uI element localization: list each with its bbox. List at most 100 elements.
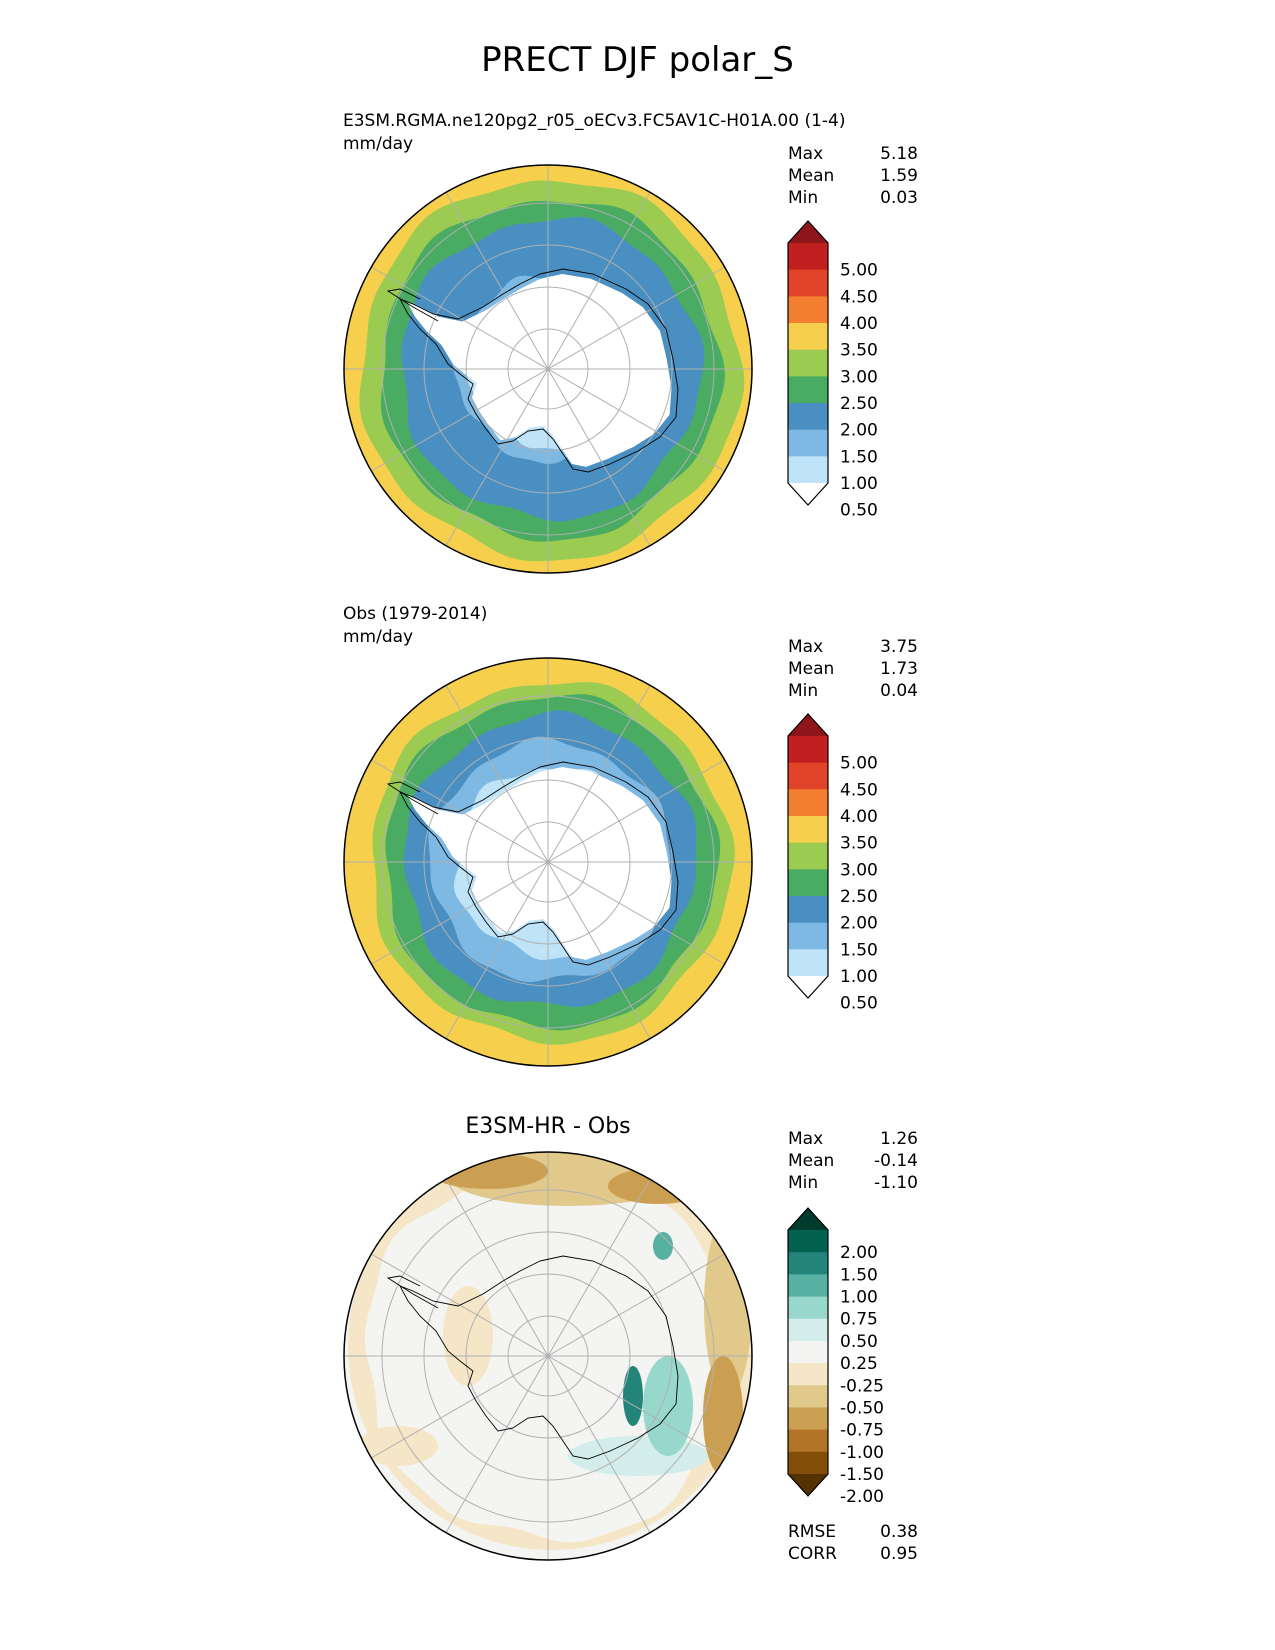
diff-patch bbox=[348, 1232, 368, 1260]
colorbar-tick-label: 3.50 bbox=[840, 834, 878, 854]
stat-value: 0.04 bbox=[880, 681, 918, 701]
colorbar-segment bbox=[788, 816, 828, 844]
figure-title: PRECT DJF polar_S bbox=[481, 40, 794, 80]
colorbar-tick-label: 1.00 bbox=[840, 474, 878, 494]
colorbar-tick-label: -1.50 bbox=[840, 1465, 884, 1485]
diff-patch bbox=[703, 1356, 743, 1476]
colorbar-tick-label: 0.50 bbox=[840, 994, 878, 1014]
colorbar-extend-max bbox=[788, 221, 828, 243]
stat-value: -0.14 bbox=[874, 1151, 918, 1171]
stat-value: 1.73 bbox=[880, 659, 918, 679]
metric-value: 0.38 bbox=[880, 1522, 918, 1542]
colorbar-segment bbox=[788, 403, 828, 431]
colorbar-segment bbox=[788, 456, 828, 484]
colorbar-tick-label: -1.00 bbox=[840, 1443, 884, 1463]
stat-value: 1.59 bbox=[880, 166, 918, 186]
colorbar-segment bbox=[788, 269, 828, 297]
colorbar-tick-label: 3.00 bbox=[840, 860, 878, 880]
colorbar-segment bbox=[788, 949, 828, 977]
colorbar-segment bbox=[788, 296, 828, 324]
stat-value: -1.10 bbox=[874, 1173, 918, 1193]
meridian-line bbox=[445, 192, 651, 546]
colorbar-segment bbox=[788, 736, 828, 764]
colorbar-segment bbox=[788, 376, 828, 404]
colorbar-tick-label: -2.00 bbox=[840, 1487, 884, 1507]
precip-map-2 bbox=[344, 658, 752, 1066]
colorbar-outline bbox=[787, 1207, 829, 1497]
colorbar-segment bbox=[788, 869, 828, 897]
stat-label: Mean bbox=[788, 659, 835, 679]
colorbar-tick-label: 4.00 bbox=[840, 314, 878, 334]
colorbar-segment bbox=[788, 323, 828, 351]
colorbar-segment bbox=[788, 1363, 828, 1386]
stat-label: Max bbox=[788, 144, 824, 164]
colorbar-diff: 2.001.501.000.750.500.25-0.25-0.50-0.75-… bbox=[787, 1207, 884, 1507]
diff-patch bbox=[428, 1153, 548, 1189]
panel-diff-metrics: RMSE 0.38 CORR 0.95 bbox=[788, 1521, 918, 1565]
panel-obs-label: Obs (1979-2014) bbox=[343, 604, 488, 624]
stat-label: Min bbox=[788, 1173, 819, 1193]
antarctica-coastline bbox=[399, 268, 679, 473]
colorbar-tick-label: 4.50 bbox=[840, 780, 878, 800]
colorbar-segment bbox=[788, 243, 828, 271]
colorbar-extend-max bbox=[788, 1208, 828, 1230]
map-border bbox=[343, 1151, 753, 1561]
stat-value: 0.03 bbox=[880, 188, 918, 208]
peninsula-coastline bbox=[386, 1275, 439, 1309]
colorbar-tick-label: -0.50 bbox=[840, 1398, 884, 1418]
stat-label: Mean bbox=[788, 1151, 835, 1171]
antarctic-interior bbox=[407, 274, 672, 467]
colorbar-tick-label: 0.50 bbox=[840, 1332, 878, 1352]
colorbar-tick-label: 2.00 bbox=[840, 1243, 878, 1263]
panel-obs-units: mm/day bbox=[343, 627, 414, 647]
panel-test-label: E3SM.RGMA.ne120pg2_r05_oECv3.FC5AV1C-H01… bbox=[343, 111, 846, 131]
colorbar-tick-label: -0.25 bbox=[840, 1376, 884, 1396]
colorbar-tick-label: 2.00 bbox=[840, 914, 878, 934]
colorbar-segment bbox=[788, 896, 828, 924]
antarctica-coastline bbox=[399, 1255, 679, 1460]
colorbar-extend-max bbox=[788, 714, 828, 736]
precip-map-1 bbox=[344, 165, 752, 573]
panel-obs-stats: Max 3.75 Mean 1.73 Min 0.04 bbox=[788, 636, 918, 702]
colorbar-segment bbox=[788, 1385, 828, 1408]
peninsula-coastline bbox=[386, 288, 439, 322]
diff-patch bbox=[608, 1168, 708, 1204]
panel-test-units: mm/day bbox=[343, 134, 414, 154]
stat-label: Mean bbox=[788, 166, 835, 186]
colorbar-segment bbox=[788, 1230, 828, 1253]
colorbar-test: 5.00 4.50 4.00 3.50 3.00 2.50 2.00 1.50 1.00 0.50 bbox=[787, 220, 878, 521]
colorbar-tick-label: 4.50 bbox=[840, 287, 878, 307]
colorbar-segment bbox=[788, 1274, 828, 1298]
metric-label: RMSE bbox=[788, 1522, 837, 1542]
colorbar-tick-label: 5.00 bbox=[840, 754, 878, 774]
antarctic-interior bbox=[407, 767, 672, 960]
colorbar-extend-min bbox=[788, 483, 828, 505]
colorbar-tick-label: 0.50 bbox=[840, 501, 878, 521]
diff-map bbox=[344, 1152, 752, 1560]
colorbar-tick-label: 4.00 bbox=[840, 807, 878, 827]
colorbar-segment bbox=[788, 429, 828, 457]
colorbar-outline bbox=[787, 713, 829, 999]
diff-patch bbox=[623, 1366, 643, 1426]
stat-value: 1.26 bbox=[880, 1129, 918, 1149]
colorbar-tick-label: 3.00 bbox=[840, 367, 878, 387]
metric-value: 0.95 bbox=[880, 1544, 918, 1564]
colorbar-segment bbox=[788, 1318, 828, 1342]
colorbar-outline bbox=[787, 220, 829, 506]
colorbar-tick-label: 0.25 bbox=[840, 1354, 878, 1374]
metric-label: CORR bbox=[788, 1544, 837, 1564]
stat-value: 3.75 bbox=[880, 637, 918, 657]
meridian-line bbox=[445, 1179, 651, 1533]
panel-test-stats: Max 5.18 Mean 1.59 Min 0.03 bbox=[788, 143, 918, 209]
stat-label: Min bbox=[788, 188, 819, 208]
colorbar-tick-label: 1.00 bbox=[840, 1288, 878, 1308]
colorbar-tick-label: 1.50 bbox=[840, 940, 878, 960]
colorbar-segment bbox=[788, 789, 828, 817]
colorbar-tick-label: 1.00 bbox=[840, 967, 878, 987]
colorbar-segment bbox=[788, 1429, 828, 1453]
colorbar-tick-label: 0.75 bbox=[840, 1310, 878, 1330]
meridian-line bbox=[445, 685, 651, 1039]
colorbar-segment bbox=[788, 842, 828, 870]
panel-diff-stats: Max 1.26 Mean -0.14 Min -1.10 bbox=[788, 1128, 918, 1194]
